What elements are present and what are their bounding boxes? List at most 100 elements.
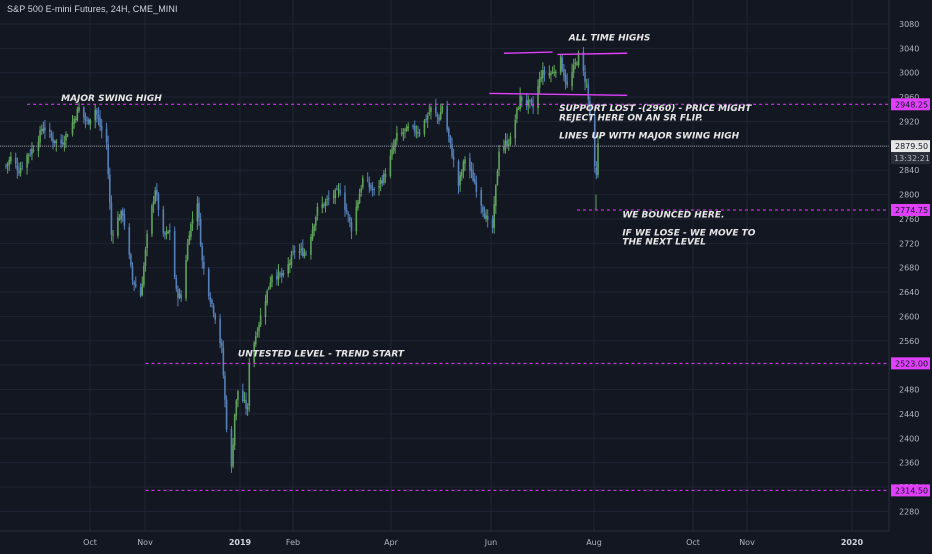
candle-body[interactable] (555, 71, 557, 73)
candle-body[interactable] (185, 260, 187, 299)
candle-body[interactable] (212, 305, 215, 314)
candle-body[interactable] (60, 139, 62, 144)
candle-body[interactable] (209, 297, 212, 302)
candle-body[interactable] (480, 190, 483, 206)
candle-body[interactable] (496, 170, 499, 185)
candle-body[interactable] (313, 225, 315, 231)
candle-body[interactable] (156, 189, 158, 195)
candle-body[interactable] (452, 156, 455, 160)
x-tick-label[interactable]: Nov (137, 538, 153, 547)
candle-body[interactable] (349, 217, 351, 222)
candle-body[interactable] (407, 126, 410, 129)
candle-body[interactable] (392, 146, 395, 151)
candle-body[interactable] (574, 62, 577, 65)
candle-body[interactable] (259, 315, 262, 326)
x-tick-label[interactable]: Oct (686, 538, 700, 547)
candle-body[interactable] (324, 201, 327, 206)
candle-body[interactable] (339, 190, 341, 194)
candle-body[interactable] (300, 248, 302, 250)
candle-body[interactable] (144, 249, 147, 266)
y-tick-label[interactable]: 3080 (899, 20, 919, 29)
candle-body[interactable] (232, 444, 234, 467)
candle-body[interactable] (52, 137, 54, 143)
candle-body[interactable] (357, 202, 359, 209)
candle-body[interactable] (529, 100, 531, 102)
candle-body[interactable] (326, 199, 328, 201)
candle-body[interactable] (368, 181, 371, 188)
candle-body[interactable] (167, 231, 169, 233)
candle-body[interactable] (42, 128, 45, 132)
candle-body[interactable] (230, 428, 233, 467)
candle-body[interactable] (310, 237, 312, 255)
level-price-badge[interactable] (891, 484, 930, 497)
candle-body[interactable] (175, 277, 178, 289)
candle-body[interactable] (96, 110, 98, 115)
candle-body[interactable] (302, 247, 304, 256)
candle-body[interactable] (53, 141, 56, 143)
candle-body[interactable] (564, 74, 567, 83)
candle-body[interactable] (482, 206, 484, 212)
candle-body[interactable] (73, 119, 75, 125)
candle-body[interactable] (78, 107, 80, 111)
candle-body[interactable] (290, 254, 293, 265)
candle-body[interactable] (537, 86, 539, 109)
candle-body[interactable] (118, 217, 121, 220)
x-tick-label[interactable]: Jun (484, 538, 498, 547)
x-tick-label[interactable]: Oct (83, 538, 97, 547)
candle-body[interactable] (134, 284, 137, 287)
candle-body[interactable] (10, 156, 12, 162)
candle-body[interactable] (473, 179, 476, 183)
candle-body[interactable] (563, 69, 565, 77)
y-tick-label[interactable]: 3040 (899, 44, 919, 53)
y-tick-label[interactable]: 2640 (899, 288, 919, 297)
candle-body[interactable] (582, 51, 585, 71)
candle-body[interactable] (233, 414, 236, 446)
candle-body[interactable] (211, 300, 213, 305)
candle-body[interactable] (151, 205, 153, 235)
candle-body[interactable] (404, 129, 406, 132)
candle-body[interactable] (120, 210, 122, 220)
candle-body[interactable] (394, 140, 397, 147)
level-price-badge[interactable] (891, 98, 930, 111)
candle-body[interactable] (503, 146, 505, 151)
candle-body[interactable] (469, 158, 471, 171)
x-tick-label[interactable]: 2019 (229, 538, 252, 547)
candle-body[interactable] (391, 149, 393, 156)
candle-body[interactable] (99, 117, 101, 127)
candle-body[interactable] (447, 128, 450, 137)
candle-body[interactable] (154, 190, 157, 202)
candle-body[interactable] (177, 289, 179, 298)
candle-body[interactable] (396, 133, 398, 141)
candle-body[interactable] (298, 250, 301, 253)
candle-body[interactable] (423, 120, 426, 135)
candle-body[interactable] (373, 189, 375, 191)
x-tick-label[interactable]: Apr (384, 538, 399, 547)
candle-body[interactable] (449, 136, 452, 144)
candle-body[interactable] (314, 217, 317, 226)
candle-body[interactable] (169, 230, 171, 233)
candle-body[interactable] (18, 170, 20, 174)
candle-body[interactable] (8, 159, 11, 165)
candle-body[interactable] (21, 166, 24, 168)
candle-body[interactable] (577, 52, 580, 66)
symbol-title[interactable]: S&P 500 E-mini Futures, 24H, CME_MINI (7, 4, 178, 14)
candle-body[interactable] (188, 235, 191, 244)
candle-body[interactable] (242, 390, 244, 402)
y-tick-label[interactable]: 2920 (899, 117, 919, 126)
candle-body[interactable] (256, 333, 259, 335)
candle-body[interactable] (418, 132, 421, 134)
candle-body[interactable] (14, 157, 17, 164)
candle-body[interactable] (451, 143, 453, 157)
candle-body[interactable] (504, 141, 507, 146)
candle-body[interactable] (165, 231, 168, 235)
candle-body[interactable] (280, 273, 283, 277)
y-tick-label[interactable]: 2800 (899, 191, 919, 200)
candle-body[interactable] (355, 206, 358, 232)
candle-body[interactable] (112, 234, 114, 236)
candle-body[interactable] (457, 161, 460, 187)
candle-body[interactable] (362, 178, 364, 188)
candle-body[interactable] (128, 226, 131, 255)
candle-body[interactable] (100, 125, 103, 131)
candle-body[interactable] (550, 73, 552, 75)
